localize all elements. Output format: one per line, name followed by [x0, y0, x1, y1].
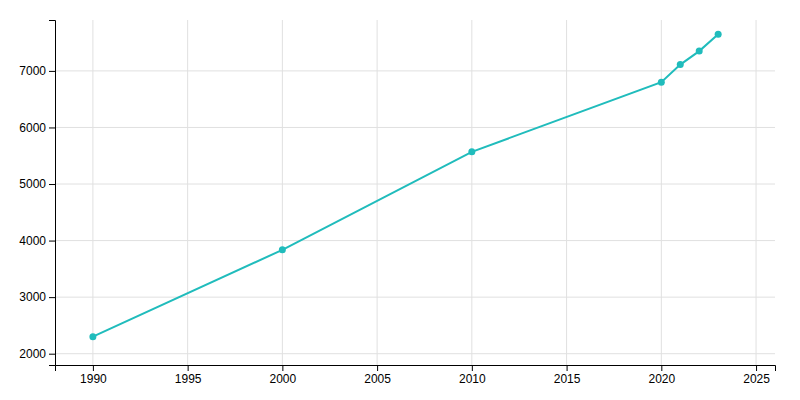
tick-label: 2005	[364, 372, 391, 386]
tick-mark	[49, 241, 55, 242]
tick-label: 2000	[270, 372, 297, 386]
grid-line-y	[55, 297, 775, 298]
grid-line-y	[55, 184, 775, 185]
point	[279, 246, 286, 253]
tick-mark	[93, 365, 94, 371]
tick: 2025	[743, 365, 770, 386]
grid-line-x	[187, 20, 188, 365]
axis-line	[56, 366, 776, 372]
grid-line-x	[377, 20, 378, 365]
grid-line-y	[55, 70, 775, 71]
tick-label: 7000	[19, 64, 46, 78]
tick: 2020	[648, 365, 675, 386]
tick-label: 2010	[459, 372, 486, 386]
point	[658, 79, 665, 86]
tick-label: 5000	[19, 177, 46, 191]
tick-label: 3000	[19, 290, 46, 304]
tick-mark	[49, 71, 55, 72]
tick: 4000	[19, 234, 55, 248]
tick-mark	[472, 365, 473, 371]
tick-mark	[49, 297, 55, 298]
tick: 2000	[19, 347, 55, 361]
tick-label: 2000	[19, 347, 46, 361]
tick: 5000	[19, 177, 55, 191]
point	[715, 31, 722, 38]
point	[468, 148, 475, 155]
grid-line-y	[55, 240, 775, 241]
tick-label: 2025	[743, 372, 770, 386]
tick-label: 2015	[554, 372, 581, 386]
tick-mark	[661, 365, 662, 371]
grid-line-y	[55, 353, 775, 354]
tick-mark	[282, 365, 283, 371]
tick: 2005	[364, 365, 391, 386]
x-axis: 1990 1995 2000 2005 2010 2015 2020 2025	[56, 365, 776, 386]
y-axis: 2000 3000 4000 5000 6000 7000	[19, 21, 55, 366]
axis-line	[49, 21, 56, 366]
tick: 3000	[19, 290, 55, 304]
tick-label: 4000	[19, 234, 46, 248]
grid-line-x	[92, 20, 93, 365]
tick: 1995	[175, 365, 202, 386]
grid-line-x	[661, 20, 662, 365]
point	[677, 61, 684, 68]
series	[89, 31, 721, 341]
line	[93, 34, 718, 337]
tick-label: 1990	[80, 372, 107, 386]
tick: 2015	[554, 365, 581, 386]
tick-mark	[49, 354, 55, 355]
tick-mark	[49, 184, 55, 185]
tick-label: 1995	[175, 372, 202, 386]
tick: 2000	[270, 365, 297, 386]
chart: 1990 1995 2000 2005 2010 2015 2020 2025 2000 3000…	[0, 0, 800, 400]
tick-mark	[756, 365, 757, 371]
tick: 1990	[80, 365, 107, 386]
tick-mark	[49, 127, 55, 128]
tick-label: 6000	[19, 121, 46, 135]
point	[696, 48, 703, 55]
tick-label: 2020	[648, 372, 675, 386]
tick: 2010	[459, 365, 486, 386]
plot-area: 1990 1995 2000 2005 2010 2015 2020 2025 2000 3000…	[19, 20, 775, 386]
tick-mark	[377, 365, 378, 371]
tick: 6000	[19, 121, 55, 135]
point	[89, 333, 96, 340]
grid-line-x	[471, 20, 472, 365]
grid-line-x	[756, 20, 757, 365]
grid	[55, 20, 775, 365]
grid-line-y	[55, 127, 775, 128]
grid-line-x	[566, 20, 567, 365]
tick-mark	[188, 365, 189, 371]
tick: 7000	[19, 64, 55, 78]
tick-mark	[567, 365, 568, 371]
grid-line-x	[282, 20, 283, 365]
